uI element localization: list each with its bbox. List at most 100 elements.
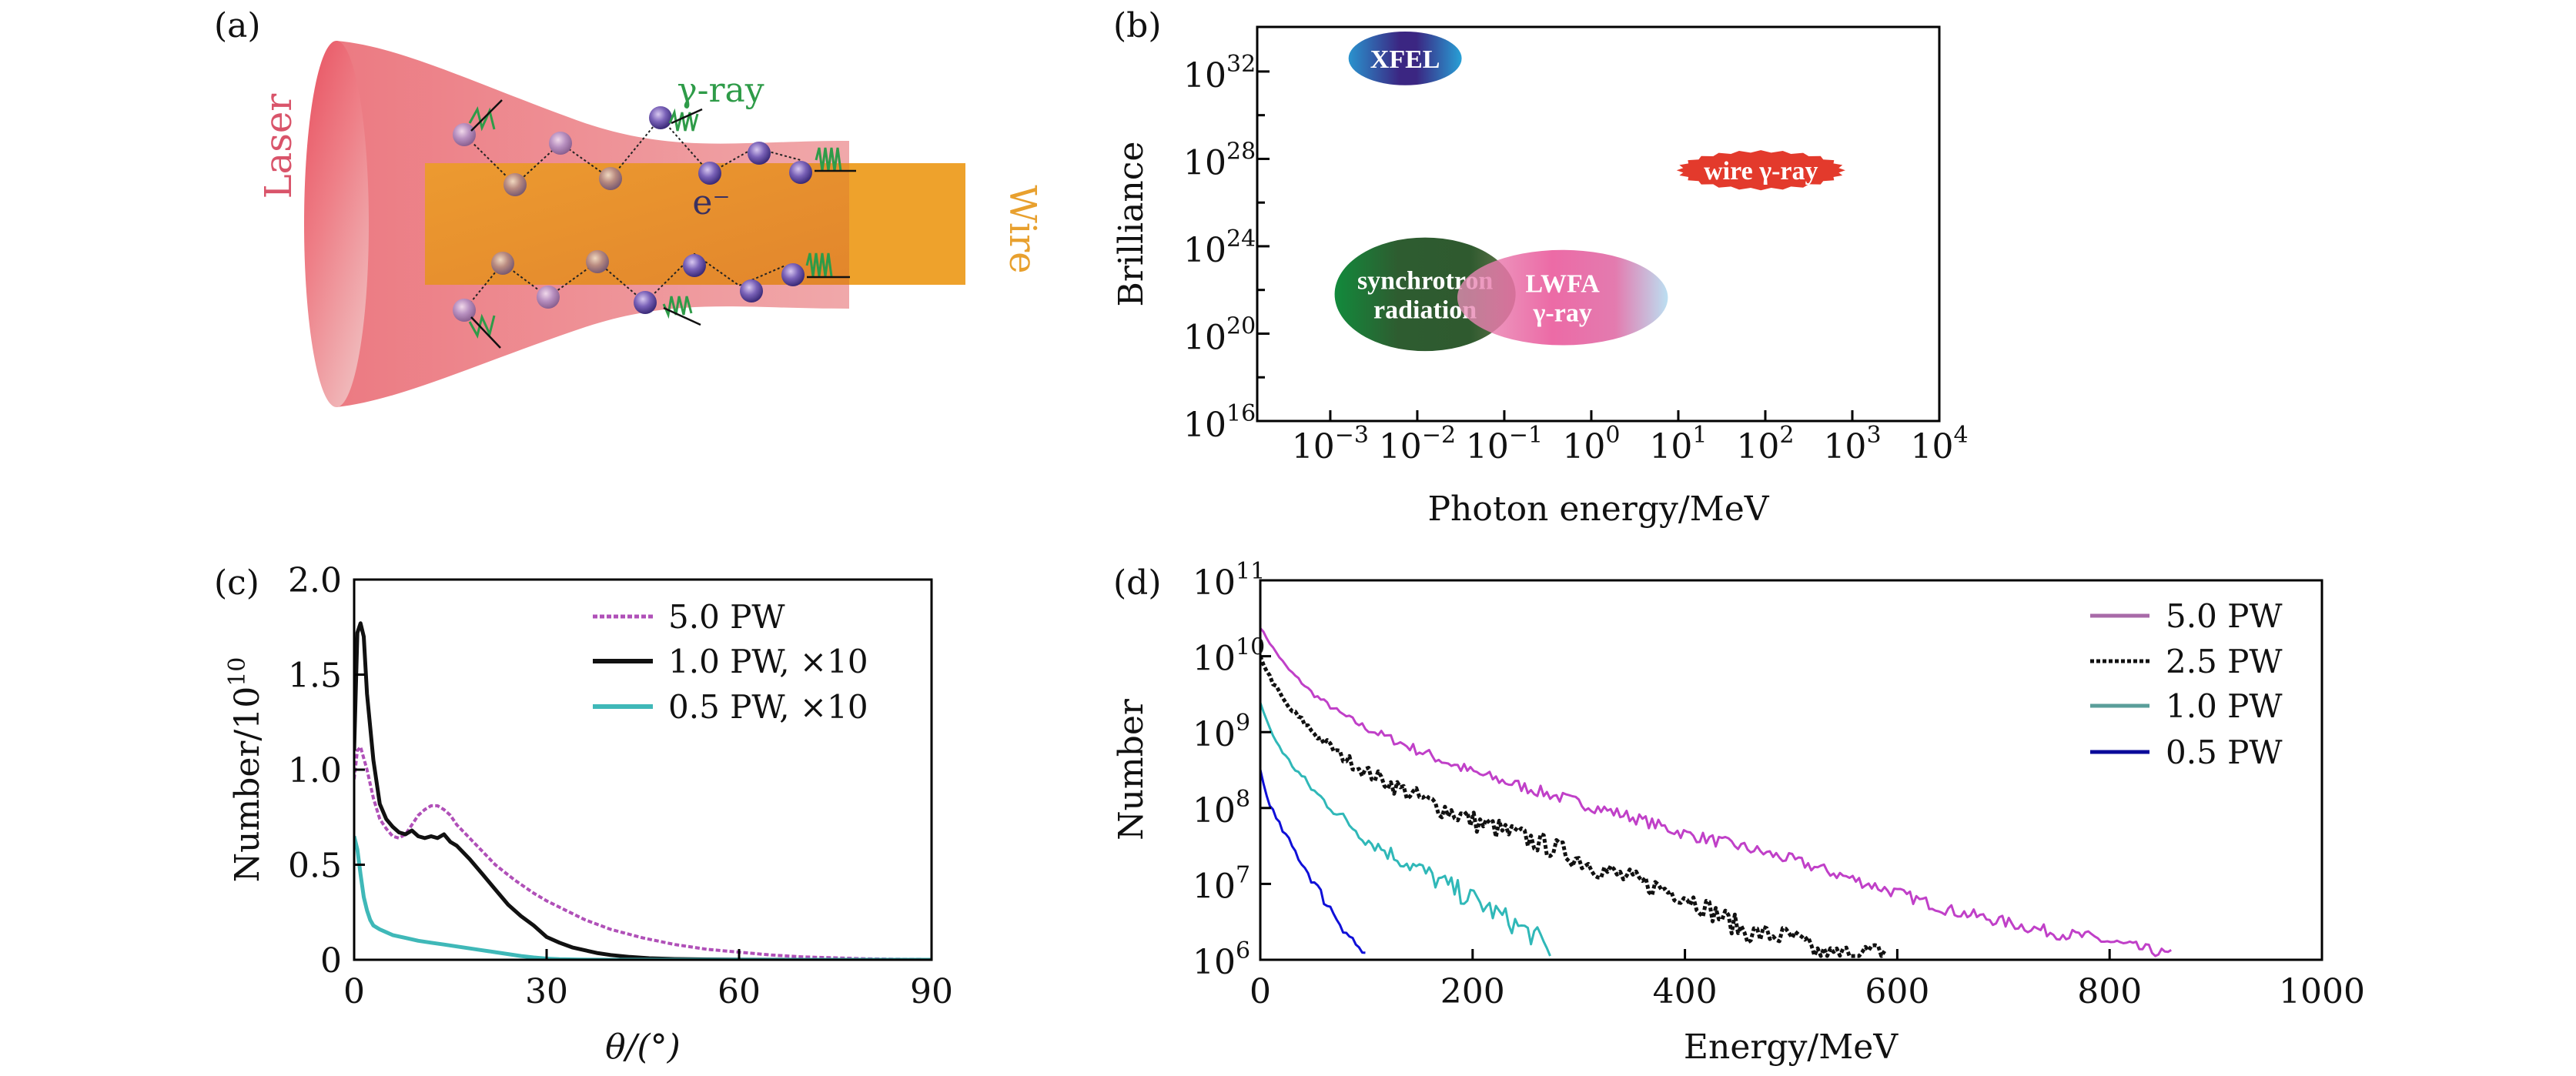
laser-label: Laser bbox=[257, 94, 300, 199]
arrow-icon bbox=[663, 306, 701, 326]
y-tick-label-base: 10 bbox=[1183, 318, 1226, 357]
legend-item: 5.0 PW bbox=[2090, 597, 2283, 635]
x-tick-label: 800 bbox=[2077, 972, 2142, 1011]
panel-d-label: (d) bbox=[1113, 563, 1162, 603]
legend: 5.0 PW 2.5 PW 1.0 PW 0.5 PW bbox=[2090, 597, 2283, 771]
y-tick-label-base: 10 bbox=[1183, 406, 1226, 445]
y-tick-label: 0.5 bbox=[288, 847, 342, 886]
electron-icon bbox=[599, 167, 622, 190]
y-tick-label-exponent: 8 bbox=[1236, 786, 1250, 813]
gamma-wave-icon bbox=[662, 296, 693, 319]
legend-label: 1.0 PW bbox=[2166, 687, 2283, 725]
y-tick-label-exponent: 11 bbox=[1236, 558, 1265, 585]
y-tick-label: 2.0 bbox=[288, 561, 342, 600]
y-tick-label-base: 10 bbox=[1193, 791, 1236, 830]
series-5-0-pw bbox=[1260, 627, 2172, 957]
region-shape bbox=[1348, 31, 1462, 85]
gamma-wave-icon bbox=[468, 105, 496, 132]
y-tick-label-exponent: 10 bbox=[1236, 634, 1265, 661]
arrow-icon bbox=[671, 108, 703, 125]
y-axis-title: Number/1010 bbox=[224, 657, 267, 883]
y-tick-label: 1010 bbox=[1193, 634, 1265, 679]
y-tick-label: 1024 bbox=[1183, 226, 1256, 270]
x-tick-label: 400 bbox=[1653, 972, 1718, 1011]
panel-d-energy-spectrum-chart: (d) 0 200 400 600 800 10001061071081091010101… bbox=[1112, 558, 2365, 1067]
y-tick-label: 109 bbox=[1193, 710, 1250, 754]
electron-label: e⁻ bbox=[692, 183, 730, 222]
x-tick-label-exponent: 3 bbox=[1866, 422, 1881, 449]
x-tick-label-base: 10 bbox=[1292, 427, 1335, 466]
arrow-icon bbox=[470, 99, 503, 132]
x-tick-label: 104 bbox=[1910, 422, 1968, 466]
legend-label: 0.5 PW, ×10 bbox=[668, 688, 868, 726]
x-tick-label-exponent: 4 bbox=[1953, 422, 1968, 449]
wire-outside bbox=[849, 163, 965, 285]
plot-frame bbox=[1256, 25, 1941, 423]
y-tick-label: 1011 bbox=[1193, 558, 1265, 603]
legend-label: 0.5 PW bbox=[2166, 733, 2283, 771]
y-tick-label-base: 10 bbox=[1183, 143, 1226, 182]
plot-frame bbox=[1259, 579, 2323, 961]
gamma-wave-icon bbox=[668, 108, 699, 132]
x-tick-label: 200 bbox=[1440, 972, 1505, 1011]
legend-label: 2.5 PW bbox=[2166, 643, 2283, 680]
y-tick-label-exponent: 20 bbox=[1226, 312, 1256, 339]
y-tick-label: 106 bbox=[1193, 937, 1250, 982]
x-axis-title: Photon energy/MeV bbox=[1427, 490, 1769, 529]
y-tick-label-base: 10 bbox=[1193, 867, 1236, 906]
legend-item: 5.0 PW bbox=[593, 598, 785, 636]
x-tick-label: 60 bbox=[718, 972, 761, 1011]
y-tick-label-exponent: 7 bbox=[1236, 861, 1250, 888]
y-tick-label: 108 bbox=[1193, 786, 1250, 830]
x-tick-label-base: 10 bbox=[1736, 427, 1779, 466]
x-tick-label: 10−2 bbox=[1379, 422, 1456, 466]
legend-item: 0.5 PW bbox=[2090, 733, 2283, 771]
region-shape bbox=[1457, 249, 1668, 346]
x-tick-label: 90 bbox=[910, 972, 953, 1011]
arrow-icon bbox=[470, 316, 501, 349]
electron-icon bbox=[491, 252, 514, 275]
plot-area bbox=[1260, 627, 2172, 958]
x-tick-label: 100 bbox=[1562, 422, 1620, 466]
y-axis-title: Number bbox=[1112, 698, 1151, 840]
x-tick-label: 102 bbox=[1736, 422, 1794, 466]
legend-label: 1.0 PW, ×10 bbox=[668, 643, 868, 680]
electron-icon bbox=[549, 132, 572, 155]
x-tick-label-base: 10 bbox=[1379, 427, 1422, 466]
region-shape bbox=[1676, 150, 1845, 191]
electron-icon bbox=[586, 250, 609, 273]
x-axis-title: θ/(°) bbox=[605, 1028, 681, 1067]
series-0-5-pw bbox=[1260, 769, 1366, 954]
y-tick-label: 1028 bbox=[1183, 138, 1256, 182]
series-0-510-pw bbox=[354, 835, 932, 960]
y-tick-label: 107 bbox=[1193, 861, 1250, 906]
x-tick-label-exponent: 0 bbox=[1605, 422, 1620, 449]
x-tick-label-exponent: 2 bbox=[1779, 422, 1794, 449]
legend-label: 5.0 PW bbox=[668, 598, 785, 636]
x-tick-label: 0 bbox=[1250, 972, 1271, 1011]
y-tick-label-base: 10 bbox=[1193, 715, 1236, 754]
panel-b-label: (b) bbox=[1113, 6, 1162, 45]
electron-trajectory-top bbox=[463, 116, 801, 186]
electron-icon bbox=[698, 162, 721, 185]
region-xfel: XFEL bbox=[1348, 31, 1462, 85]
region-label: wire γ-ray bbox=[1704, 157, 1818, 185]
region-shape bbox=[1334, 237, 1516, 352]
x-tick-label-exponent: −3 bbox=[1335, 422, 1369, 449]
region-wire-ray: wire γ-ray bbox=[1676, 150, 1845, 191]
electron-icon bbox=[789, 161, 812, 184]
x-tick-label-base: 10 bbox=[1910, 427, 1953, 466]
panel-b-brilliance-chart: (b) XFELsynchrotronradiationLWFAγ-raywir… bbox=[1112, 6, 1969, 529]
panel-c-label: (c) bbox=[214, 563, 259, 603]
x-tick-label: 10−1 bbox=[1466, 422, 1543, 466]
x-tick-label-exponent: −1 bbox=[1509, 422, 1543, 449]
y-tick-label-exponent: 16 bbox=[1226, 400, 1256, 427]
y-tick-label: 1.5 bbox=[288, 657, 342, 696]
series-1-010-pw bbox=[354, 621, 932, 960]
y-tick-label-exponent: 24 bbox=[1226, 226, 1256, 252]
electron-icon bbox=[453, 123, 476, 146]
y-tick-label: 1016 bbox=[1183, 400, 1256, 445]
